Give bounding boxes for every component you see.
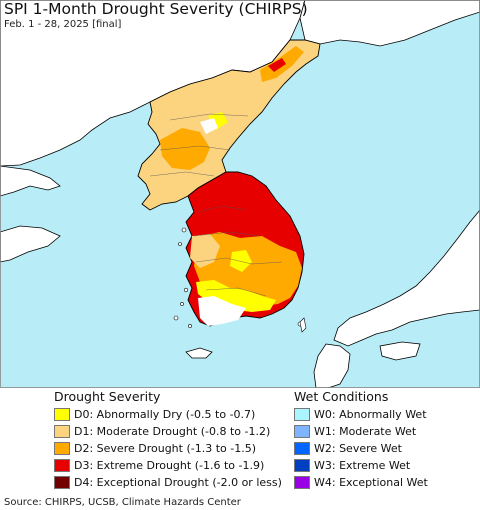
legend-item-d3: D3: Extreme Drought (-1.6 to -1.9) [54, 457, 264, 473]
legend-swatch-d3 [54, 458, 70, 472]
japan-kyushu [313, 343, 351, 388]
source-credit: Source: CHIRPS, UCSB, Climate Hazards Ce… [4, 497, 241, 508]
legend-swatch-w0 [294, 407, 310, 421]
legend-item-d4: D4: Exceptional Drought (-2.0 or less) [54, 474, 282, 490]
drought-legend-title: Drought Severity [54, 389, 161, 404]
legend-swatch-d1 [54, 424, 70, 438]
legend-label-d2: D2: Severe Drought (-1.3 to -1.5) [74, 441, 257, 455]
legend-swatch-w3 [294, 458, 310, 472]
japan-honshu [333, 209, 480, 347]
legend-label-w2: W2: Severe Wet [314, 441, 402, 455]
legend-item-w3: W3: Extreme Wet [294, 457, 410, 473]
jeju [185, 347, 213, 359]
legend-label-w1: W1: Moderate Wet [314, 424, 417, 438]
sk-d1-west [190, 234, 220, 268]
shandong [0, 225, 61, 263]
legend-item-w1: W1: Moderate Wet [294, 423, 416, 439]
china-coast [0, 165, 61, 197]
wet-legend-title: Wet Conditions [294, 389, 389, 404]
nk-d2-patch [160, 128, 210, 170]
legend-swatch-w2 [294, 441, 310, 455]
legend-item-d1: D1: Moderate Drought (-0.8 to -1.2) [54, 423, 270, 439]
legend-swatch-d2 [54, 441, 70, 455]
legend-item-d2: D2: Severe Drought (-1.3 to -1.5) [54, 440, 256, 456]
nk-white-patch [200, 118, 218, 134]
drought-map [0, 0, 480, 388]
legend-swatch-d4 [54, 475, 70, 489]
legend-label-w0: W0: Abnormally Wet [314, 407, 427, 421]
province-lines [149, 113, 283, 297]
legend-label-d0: D0: Abnormally Dry (-0.5 to -0.7) [74, 407, 256, 421]
legend-item-w4: W4: Exceptional Wet [294, 474, 428, 490]
japan-tsushima [299, 317, 307, 333]
legend-label-w4: W4: Exceptional Wet [314, 475, 428, 489]
map-title: SPI 1-Month Drought Severity (CHIRPS) [4, 0, 308, 18]
legend-label-d1: D1: Moderate Drought (-0.8 to -1.2) [74, 424, 271, 438]
nk-d0-patch [208, 112, 228, 130]
japan-shikoku [379, 341, 421, 361]
legend-swatch-w4 [294, 475, 310, 489]
legend-swatch-w1 [294, 424, 310, 438]
map-subtitle: Feb. 1 - 28, 2025 [final] [4, 19, 122, 30]
sk-d0-central [230, 250, 252, 272]
legend-label-d3: D3: Extreme Drought (-1.6 to -1.9) [74, 458, 265, 472]
legend-item-w2: W2: Severe Wet [294, 440, 402, 456]
nk-d3-north [268, 58, 286, 72]
sk-white-south [198, 296, 246, 326]
legend-item-w0: W0: Abnormally Wet [294, 406, 427, 422]
legend-label-d4: D4: Exceptional Drought (-2.0 or less) [74, 475, 282, 489]
legend-swatch-d0 [54, 407, 70, 421]
legend-item-d0: D0: Abnormally Dry (-0.5 to -0.7) [54, 406, 255, 422]
legend-label-w3: W3: Extreme Wet [314, 458, 411, 472]
